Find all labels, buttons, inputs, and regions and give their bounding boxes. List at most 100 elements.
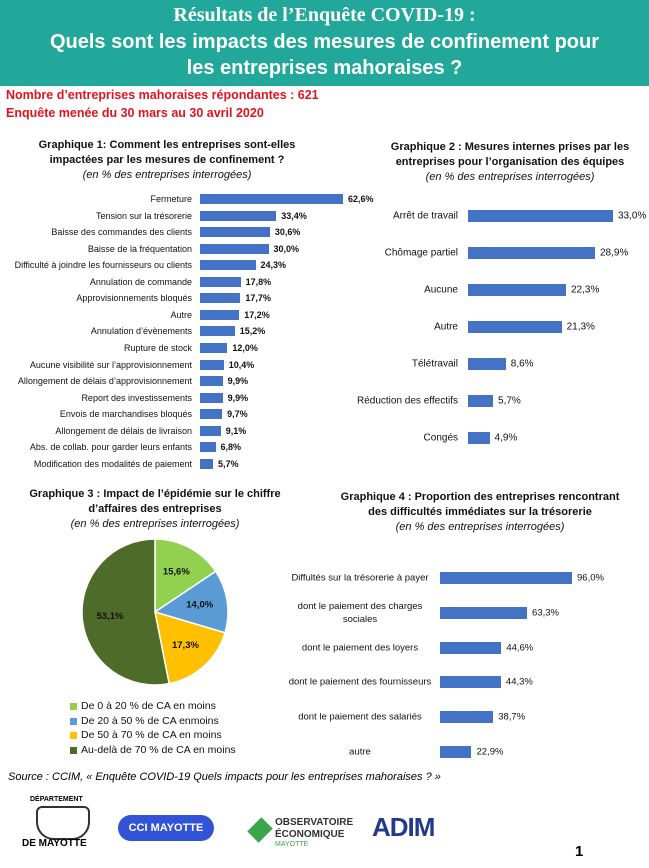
- category-label: autre: [349, 746, 371, 758]
- bar: [200, 458, 214, 469]
- bar: [440, 606, 528, 619]
- chart-title: Graphique 2 : Mesures internes prises pa…: [390, 141, 630, 168]
- value-label: 38,7%: [498, 711, 526, 723]
- bar: [440, 711, 494, 724]
- category-label: Allongement de délais de livraison: [55, 425, 192, 436]
- value-label: 24,3%: [260, 260, 287, 271]
- legend-label: De 20 à 50 % de CA enmoins: [81, 714, 219, 727]
- value-label: 9,1%: [225, 425, 247, 436]
- value-label: 96,0%: [577, 572, 604, 584]
- value-label: 30,6%: [274, 227, 301, 238]
- category-label: Aucune visibilité sur l’approvisionnemen…: [29, 359, 192, 370]
- bar: [440, 746, 472, 758]
- logo-shield: [36, 806, 90, 840]
- category-label: Baisse de la fréquentation: [87, 243, 192, 254]
- value-label: 21,3%: [566, 321, 595, 333]
- bar: [200, 359, 224, 370]
- bar: [200, 210, 277, 221]
- legend-swatch: [70, 703, 77, 710]
- bar: [200, 326, 235, 337]
- category-label: Chômage partiel: [384, 247, 458, 259]
- chart-title: Graphique 3 : Impact de l’épidémie sur l…: [29, 488, 281, 515]
- logo-icon: [247, 817, 273, 843]
- bar: [200, 409, 223, 420]
- category-label: Réduction des effectifs: [357, 395, 458, 407]
- category-label: Fermeture: [150, 194, 192, 204]
- value-label: 4,9%: [494, 432, 518, 444]
- bar: [468, 358, 506, 370]
- legend-swatch: [70, 717, 77, 725]
- value-label: 6,8%: [220, 442, 242, 453]
- bar: [468, 247, 595, 259]
- chart-subtitle: (en % des entreprises interrogées): [425, 171, 595, 183]
- value-label: 5,7%: [218, 458, 239, 469]
- chart-subtitle: (en % des entreprises interrogées): [395, 521, 565, 533]
- page-number: 1: [575, 843, 584, 860]
- value-label: 9,9%: [227, 392, 249, 403]
- pie-slice: [154, 538, 217, 614]
- bar: [468, 395, 494, 407]
- value-label: 10,4%: [228, 359, 255, 370]
- header-note: Enquête menée du 30 mars au 30 avril 202…: [6, 106, 264, 120]
- category-label: Abs. de collab. pour garder leurs enfant…: [29, 442, 192, 453]
- value-label: 15,2%: [239, 326, 266, 337]
- category-label: Aucune: [424, 284, 458, 296]
- value-label: 44,6%: [506, 642, 534, 654]
- header-note: Nombre d’entreprises mahoraises répondan…: [6, 88, 319, 102]
- bar: [468, 210, 613, 222]
- category-label: Rupture de stock: [123, 342, 192, 353]
- bar: [468, 284, 566, 296]
- legend-swatch: [70, 732, 77, 739]
- value-label: 33,4%: [281, 210, 307, 221]
- header-title: Quels sont les impacts des mesures de co…: [49, 31, 600, 79]
- category-label: Autre: [434, 321, 458, 333]
- value-label: 17,8%: [245, 276, 272, 287]
- pie-slice: [153, 570, 229, 634]
- category-label: Autre: [170, 309, 192, 320]
- category-label: Baisse des commandes des clients: [51, 227, 192, 238]
- value-label: 5,7%: [498, 395, 521, 407]
- bar: [200, 392, 223, 403]
- logo-text: ADIM: [372, 812, 435, 842]
- bar: [468, 432, 490, 444]
- value-label: 9,9%: [227, 376, 249, 387]
- category-label: Annulation de commande: [89, 276, 192, 287]
- chart-heading: Graphique 4 : Proportion des entreprises…: [330, 490, 630, 535]
- value-label: 33,0%: [618, 210, 647, 222]
- header-title: Résultats de l’Enquête COVID-19 :: [173, 4, 476, 26]
- chart-heading: Graphique 3 : Impact de l’épidémie sur l…: [15, 487, 295, 532]
- category-label: Annulation d’évènements: [90, 326, 192, 337]
- logo-text: MAYOTTE: [275, 841, 309, 848]
- chart-subtitle: (en % des entreprises interrogées): [82, 169, 252, 181]
- chart-subtitle: (en % des entreprises interrogées): [70, 518, 240, 530]
- category-label: Diffultés sur la trésorerie à payer: [291, 572, 429, 584]
- legend-label: De 0 à 20 % de CA en moins: [81, 700, 216, 712]
- pie-slice: [154, 610, 226, 685]
- value-label: 15,6%: [163, 567, 190, 578]
- value-label: 44,3%: [505, 676, 533, 688]
- bar: [200, 194, 343, 204]
- bar: [468, 321, 562, 333]
- category-label: Difficulté à joindre les fournisseurs ou…: [14, 260, 192, 271]
- value-label: 22,9%: [476, 746, 504, 758]
- bar: [200, 376, 223, 387]
- value-label: 22,3%: [570, 284, 600, 296]
- category-label: dont le paiement des loyers: [301, 642, 419, 654]
- bar: [200, 243, 269, 254]
- bar: [200, 260, 256, 271]
- category-label: dont le paiement des fournisseurs: [288, 676, 432, 688]
- bar: [200, 425, 221, 436]
- value-label: 12,0%: [232, 342, 258, 353]
- bar: [440, 572, 572, 584]
- category-label: Télétravail: [411, 358, 458, 370]
- logo-text: ÉCONOMIQUE: [275, 829, 345, 840]
- category-label: Modification des modalités de paiement: [33, 458, 192, 469]
- legend-swatch: [70, 746, 77, 754]
- logo-text: DÉPARTEMENT: [30, 796, 83, 803]
- value-label: 17,7%: [245, 293, 271, 304]
- category-label: Congés: [423, 432, 458, 444]
- value-label: 28,9%: [599, 247, 629, 259]
- bar: [440, 641, 502, 654]
- pie-slice: [81, 538, 171, 686]
